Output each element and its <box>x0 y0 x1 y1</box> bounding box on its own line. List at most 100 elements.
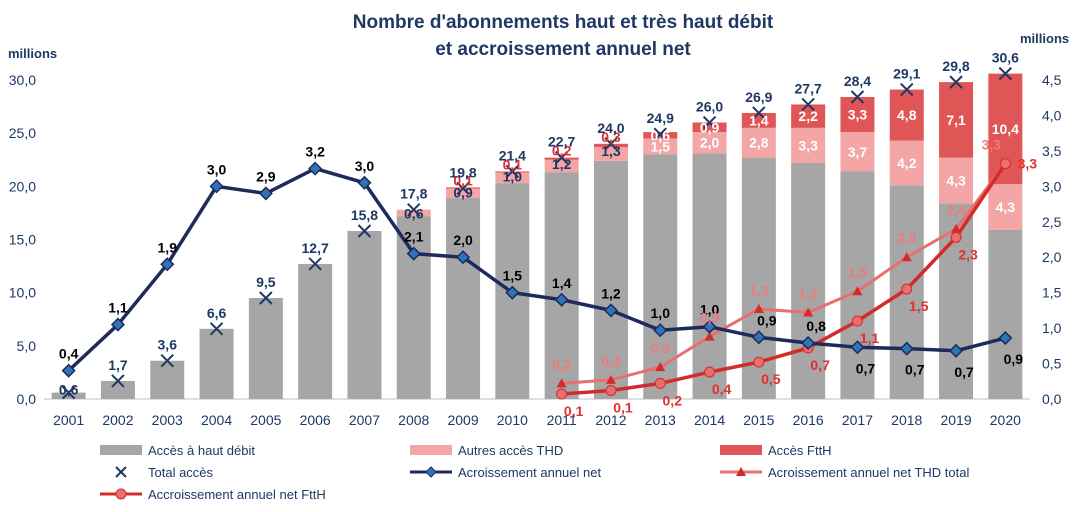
total-label: 1,7 <box>108 357 128 373</box>
thd-growth-label: 1,2 <box>798 286 818 302</box>
thd-growth-label: 1,3 <box>749 282 769 298</box>
total-marker-stroke <box>61 385 76 400</box>
bar-haut-debit <box>544 172 579 399</box>
x-tick-label: 2015 <box>743 412 774 428</box>
x-tick-label: 2001 <box>53 412 84 428</box>
right-tick-label: 2,5 <box>1042 214 1062 230</box>
bar-haut-debit <box>347 230 382 399</box>
net-growth-label: 1,4 <box>552 275 572 291</box>
net-growth-marker <box>455 250 471 265</box>
thd-growth-label: 1,5 <box>848 264 868 280</box>
total-marker <box>949 75 963 89</box>
ftth-growth-label: 0,2 <box>663 392 683 408</box>
legend-label: Accroissement annuel net FttH <box>148 487 326 502</box>
chart-title-line-1: Nombre d'abonnements haut et très haut d… <box>353 12 774 33</box>
label-autres-thd: 3,3 <box>798 137 818 153</box>
net-growth-label: 0,9 <box>1004 351 1024 367</box>
net-growth-marker <box>998 330 1013 346</box>
net-growth-label: 2,9 <box>256 168 276 184</box>
total-marker <box>61 385 76 400</box>
total-marker <box>554 150 569 165</box>
bar-autres-thd <box>593 146 628 161</box>
bar-haut-debit <box>51 392 86 399</box>
label-autres-thd: 2,0 <box>700 135 720 151</box>
label-ftth: 7,1 <box>946 112 966 128</box>
x-tick-label: 2004 <box>201 412 232 428</box>
total-marker-stroke <box>752 106 766 120</box>
ftth-growth-marker <box>753 356 765 368</box>
bar-haut-debit <box>988 229 1023 399</box>
bar-autres-thd <box>544 159 579 173</box>
total-marker-stroke <box>505 164 520 179</box>
right-tick-label: 0,0 <box>1042 391 1062 407</box>
x-tick-label: 2017 <box>842 412 873 428</box>
net-growth-label: 3,0 <box>207 161 227 177</box>
net-growth-marker <box>406 246 421 261</box>
legend-item-ftth: Accès FttH <box>720 443 832 458</box>
total-marker-stroke <box>801 97 815 112</box>
ftth-growth-marker <box>901 283 913 295</box>
bar-ftth <box>692 122 727 133</box>
bar-autres-thd <box>495 172 530 184</box>
x-tick-label: 2003 <box>152 412 183 428</box>
label-ftth: 2,2 <box>798 108 818 124</box>
total-marker-stroke <box>604 137 618 151</box>
total-marker <box>308 257 322 271</box>
net-growth-label: 1,0 <box>700 302 720 318</box>
legend-item-net: Acroissement annuel net <box>410 465 601 480</box>
total-marker <box>209 322 224 336</box>
legend-label: Accès à haut débit <box>148 443 255 458</box>
total-marker-stroke <box>998 66 1013 81</box>
total-marker-stroke <box>554 150 569 165</box>
total-marker <box>160 354 174 368</box>
bar-haut-debit <box>199 328 234 399</box>
net-growth-line <box>67 166 1006 372</box>
net-growth-marker <box>505 285 520 300</box>
label-ftth: 4,8 <box>897 107 917 123</box>
x-tick-label: 2018 <box>891 412 922 428</box>
right-tick-label: 4,0 <box>1042 107 1062 123</box>
total-marker <box>900 82 914 97</box>
x-tick-label: 2008 <box>398 412 429 428</box>
bar-autres-thd <box>939 157 974 204</box>
net-growth-label: 1,5 <box>503 268 523 284</box>
total-marker-stroke <box>900 82 914 97</box>
bar-haut-debit <box>692 153 727 399</box>
label-autres-thd: 0,9 <box>453 184 473 200</box>
x-tick-label: 2010 <box>497 412 528 428</box>
net-growth-marker <box>653 323 668 338</box>
thd-growth-marker <box>556 378 567 388</box>
thd-growth-marker <box>852 286 863 296</box>
right-tick-label: 2,0 <box>1042 249 1062 265</box>
ftth-growth-marker <box>851 315 863 327</box>
ftth-growth-line <box>561 162 1007 396</box>
right-tick-label: 3,5 <box>1042 143 1062 159</box>
bar-ftth <box>889 89 924 141</box>
total-label: 3,6 <box>158 337 178 353</box>
total-marker-stroke <box>653 127 667 141</box>
label-ftth: 10,4 <box>992 121 1019 137</box>
thd-growth-label: 0,2 <box>552 356 572 372</box>
label-ftth: 0,1 <box>453 172 473 188</box>
bar-ftth <box>939 82 974 158</box>
bar-haut-debit <box>643 154 678 399</box>
total-marker-stroke <box>949 75 963 89</box>
thd-growth-marker <box>901 252 912 262</box>
right-tick-label: 1,0 <box>1042 320 1062 336</box>
bar-haut-debit <box>446 198 481 399</box>
total-label: 22,7 <box>548 134 575 150</box>
bar-haut-debit <box>248 297 283 399</box>
x-tick-label: 2006 <box>300 412 331 428</box>
bar-haut-debit <box>150 360 185 399</box>
legend-label: Total accès <box>148 465 214 480</box>
ftth-growth-marker <box>605 384 617 396</box>
thd-growth-marker <box>704 331 715 341</box>
label-autres-thd: 3,7 <box>848 144 868 160</box>
ftth-growth-label: 0,4 <box>712 381 732 397</box>
right-tick-label: 4,5 <box>1042 72 1062 88</box>
total-marker-stroke <box>456 181 470 196</box>
thd-growth-marker <box>605 374 616 384</box>
ftth-growth-marker <box>556 388 568 400</box>
thd-growth-marker <box>951 223 962 233</box>
thd-growth-line <box>561 162 1007 385</box>
